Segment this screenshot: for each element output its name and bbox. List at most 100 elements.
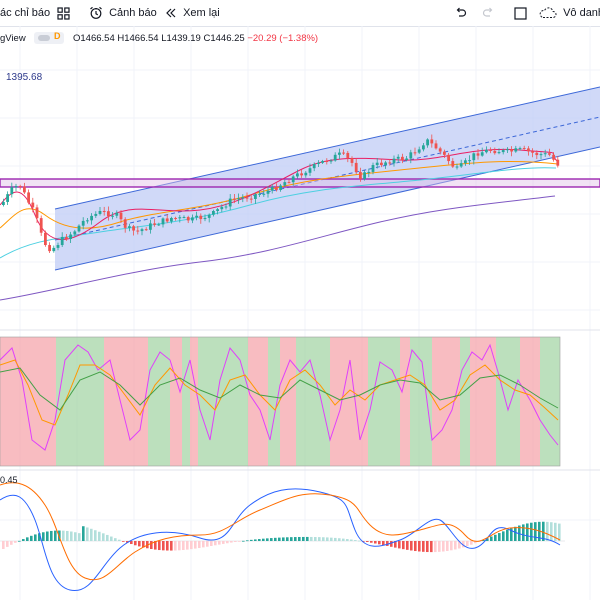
channel-mid-line[interactable] xyxy=(54,116,600,241)
replay-button[interactable]: Xem lại xyxy=(165,5,220,21)
candle xyxy=(539,152,543,160)
candle xyxy=(241,194,245,203)
stoch-band xyxy=(148,337,170,466)
macd-histogram-bar xyxy=(194,541,197,549)
candle xyxy=(86,218,89,224)
stoch-band xyxy=(368,337,400,466)
candle xyxy=(375,158,379,169)
redo-button[interactable] xyxy=(482,5,494,21)
candle xyxy=(291,174,295,186)
candle xyxy=(392,155,396,167)
layout-square-button[interactable] xyxy=(514,5,527,21)
candle xyxy=(422,142,425,152)
macd-histogram-bar xyxy=(210,541,213,547)
candle xyxy=(44,230,47,247)
macd-histogram-bar xyxy=(418,541,421,552)
macd-histogram-bar xyxy=(450,541,453,551)
macd-histogram-bar xyxy=(118,539,121,541)
candle xyxy=(136,226,140,235)
candle xyxy=(476,148,480,160)
candle xyxy=(472,152,476,165)
macd-histogram-bar xyxy=(158,541,161,551)
layouts-button[interactable] xyxy=(57,5,70,21)
macd-histogram-bar xyxy=(298,536,301,541)
channel-lower-line[interactable] xyxy=(54,146,600,271)
candle xyxy=(501,148,505,155)
stoch-band xyxy=(470,337,496,466)
candles[interactable] xyxy=(2,134,560,254)
symbol-name[interactable]: gView xyxy=(0,33,26,44)
candle xyxy=(480,147,484,157)
macd-histogram-bar xyxy=(362,541,365,542)
candle xyxy=(548,148,551,157)
macd-histogram-bar xyxy=(46,531,49,541)
stoch-background xyxy=(0,337,560,466)
macd-histogram-bar xyxy=(306,536,309,541)
candle xyxy=(237,193,240,204)
untitled-layout-button[interactable]: Vô danh xyxy=(538,5,600,21)
macd-histogram-bar xyxy=(142,541,145,548)
macd-histogram-bar xyxy=(278,537,281,541)
macd-histogram-bar xyxy=(522,524,525,541)
macd-histogram-bar xyxy=(106,534,109,541)
candle xyxy=(31,197,35,213)
macd-histogram-bar xyxy=(262,538,265,541)
indicators-button[interactable]: ác chỉ báo xyxy=(0,5,50,21)
candle xyxy=(333,152,337,162)
macd-histogram-bar xyxy=(66,530,69,541)
candle xyxy=(178,215,182,223)
macd-histogram-bar xyxy=(386,541,389,546)
stoch-band xyxy=(198,337,220,466)
macd-histogram-bar xyxy=(382,541,385,546)
alert-label: Cảnh báo xyxy=(109,7,157,19)
candle xyxy=(493,147,497,155)
candle xyxy=(514,145,518,153)
candle xyxy=(69,231,72,244)
macd-histogram-bar xyxy=(274,537,277,541)
ma-cyan-line xyxy=(0,167,557,259)
candle xyxy=(266,186,270,198)
undo-button[interactable] xyxy=(455,5,467,21)
stoch-band xyxy=(410,337,432,466)
macd-histogram-bar xyxy=(122,541,125,542)
macd-histogram-bar xyxy=(130,541,133,545)
stoch-band xyxy=(280,337,296,466)
macd-histogram-bar xyxy=(86,527,89,541)
candle xyxy=(367,168,371,178)
macd-histogram-bar xyxy=(218,541,221,545)
candle xyxy=(312,162,316,172)
macd-histogram-bar xyxy=(554,522,557,541)
macd-histogram-bar xyxy=(326,537,329,541)
macd-histogram-bar xyxy=(254,539,257,541)
macd-histogram-bar xyxy=(494,534,497,541)
candle xyxy=(119,210,123,224)
macd-histogram-bar xyxy=(14,541,17,543)
macd-histogram-bar xyxy=(334,537,337,541)
macd-histogram-bar xyxy=(354,540,357,541)
gridlines xyxy=(0,26,600,600)
stoch-band xyxy=(56,337,104,466)
candle xyxy=(39,215,43,236)
macd-histogram-bar xyxy=(182,541,185,550)
channel-upper-line[interactable] xyxy=(54,86,600,210)
macd-histogram-bar xyxy=(358,540,361,542)
candle xyxy=(10,182,14,198)
stoch-band xyxy=(348,337,368,466)
macd-histogram-bar xyxy=(546,521,549,541)
alert-button[interactable]: Cảnh báo xyxy=(89,5,157,21)
macd-histogram-bar xyxy=(330,537,333,541)
macd-histogram-bar xyxy=(310,536,313,541)
chart-canvas[interactable] xyxy=(0,26,600,600)
candle xyxy=(165,214,169,224)
macd-histogram-bar xyxy=(82,526,85,541)
macd-histogram-bar xyxy=(414,541,417,552)
macd-histogram-bar xyxy=(550,522,553,541)
macd-histogram-bar xyxy=(302,536,305,541)
macd-histogram-bar xyxy=(38,533,41,541)
interval-pill[interactable]: D xyxy=(34,31,64,44)
candle xyxy=(279,183,282,192)
indicators-label: ác chỉ báo xyxy=(0,7,51,19)
candle xyxy=(338,148,341,160)
candle xyxy=(296,169,299,179)
stoch-band xyxy=(190,337,198,466)
